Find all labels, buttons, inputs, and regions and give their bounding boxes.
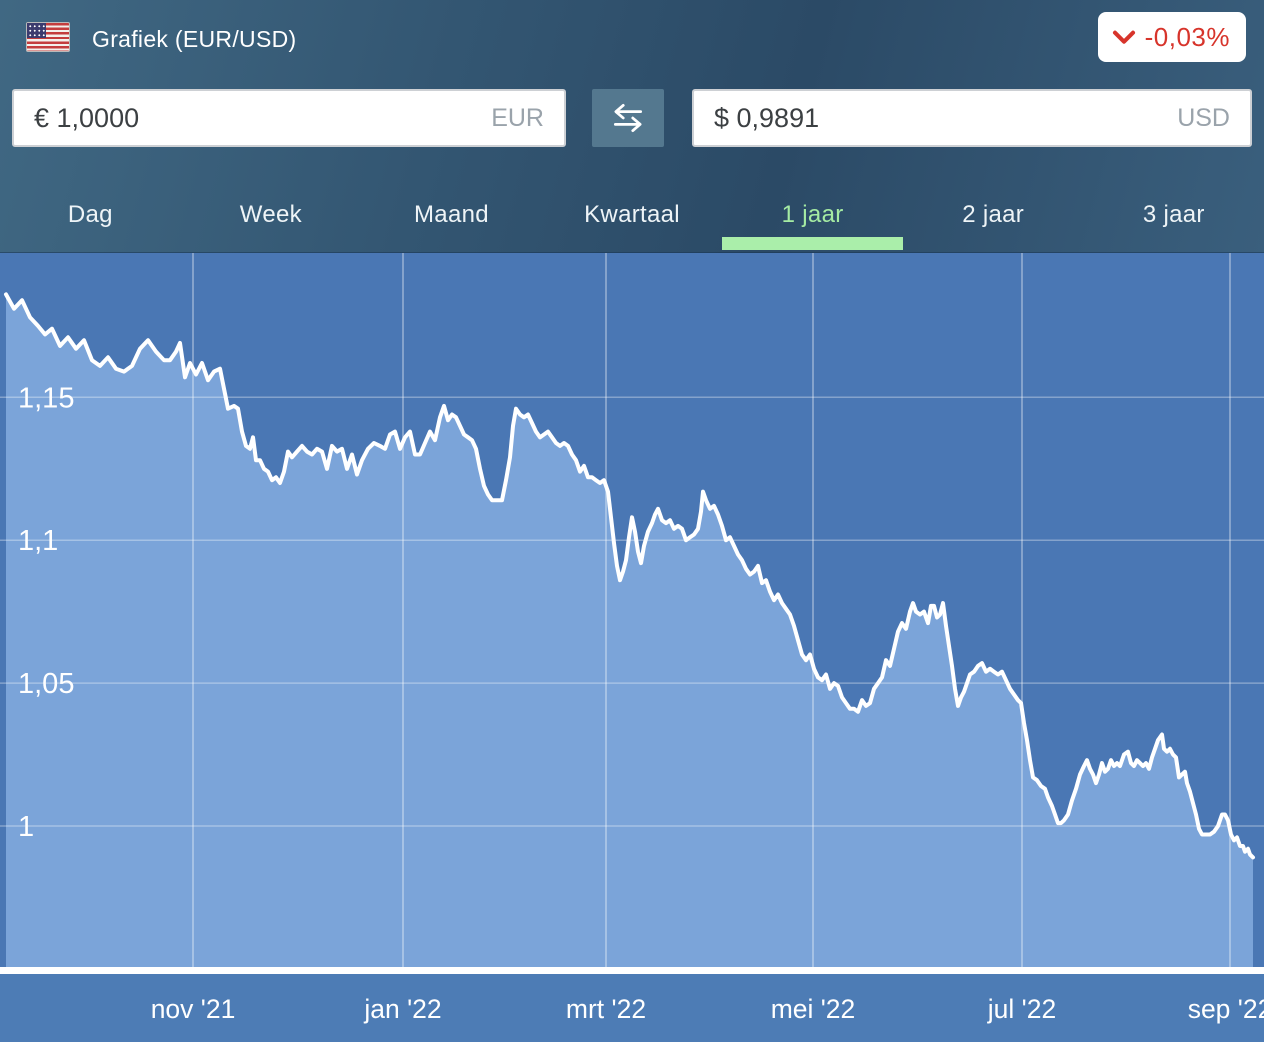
eur-usd-area-chart[interactable]: 1,15 1,1 1,05 1 nov '21 jan '22 mrt '22 mei '22… bbox=[0, 253, 1264, 1042]
tab-label: 3 jaar bbox=[1142, 200, 1205, 228]
tab-maand[interactable]: Maand bbox=[361, 177, 542, 252]
amount-from-field: EUR bbox=[12, 89, 566, 147]
tab-label: Kwartaal bbox=[584, 200, 680, 228]
tab-label: Maand bbox=[414, 200, 489, 228]
amount-from-input[interactable] bbox=[14, 102, 492, 134]
us-flag-icon bbox=[26, 22, 70, 52]
page-title: Grafiek (EUR/USD) bbox=[92, 26, 297, 52]
tab-2-jaar[interactable]: 2 jaar bbox=[903, 177, 1084, 252]
y-axis-label: 1,05 bbox=[18, 668, 74, 700]
tab-week[interactable]: Week bbox=[181, 177, 362, 252]
change-badge: -0,03% bbox=[1097, 12, 1246, 62]
currency-from-label: EUR bbox=[491, 103, 544, 132]
amount-to-input[interactable] bbox=[694, 102, 1178, 134]
widget-header-area: Grafiek (EUR/USD) -0,03% EUR USD Dag Week… bbox=[0, 0, 1264, 253]
active-tab-indicator bbox=[722, 237, 903, 250]
y-axis-label: 1,15 bbox=[18, 382, 74, 414]
x-axis-label: jan '22 bbox=[363, 994, 441, 1024]
tab-label: Dag bbox=[67, 200, 113, 228]
tab-1-jaar[interactable]: 1 jaar bbox=[722, 177, 903, 252]
tab-3-jaar[interactable]: 3 jaar bbox=[1083, 177, 1264, 252]
tab-label: 2 jaar bbox=[962, 200, 1025, 228]
y-axis-label: 1,1 bbox=[18, 525, 58, 557]
price-area bbox=[6, 294, 1253, 968]
tab-label: Week bbox=[239, 200, 302, 228]
x-axis-label: nov '21 bbox=[151, 994, 236, 1024]
tab-label: 1 jaar bbox=[781, 200, 844, 228]
swap-currencies-button[interactable] bbox=[592, 89, 664, 147]
chevron-down-icon bbox=[1112, 30, 1135, 44]
x-axis-label: sep '22 bbox=[1188, 994, 1264, 1024]
x-axis-separator bbox=[0, 967, 1264, 974]
x-axis-label: mrt '22 bbox=[566, 994, 646, 1024]
x-axis-label: mei '22 bbox=[771, 994, 856, 1024]
period-tab-bar: Dag Week Maand Kwartaal 1 jaar 2 jaar 3 jaar bbox=[0, 177, 1264, 253]
price-line bbox=[4, 292, 1255, 860]
tab-kwartaal[interactable]: Kwartaal bbox=[542, 177, 723, 252]
price-chart[interactable]: 1,15 1,1 1,05 1 nov '21 jan '22 mrt '22 mei '22… bbox=[0, 253, 1264, 1042]
x-axis-band bbox=[0, 974, 1264, 1042]
change-value: -0,03% bbox=[1144, 21, 1230, 52]
y-axis-label: 1 bbox=[18, 811, 34, 843]
swap-horizontal-icon bbox=[613, 103, 643, 133]
amount-to-field: USD bbox=[692, 89, 1252, 147]
currency-to-label: USD bbox=[1177, 103, 1230, 132]
header: Grafiek (EUR/USD) -0,03% bbox=[0, 0, 1264, 88]
x-axis-label: jul '22 bbox=[987, 994, 1056, 1024]
tab-dag[interactable]: Dag bbox=[0, 177, 181, 252]
